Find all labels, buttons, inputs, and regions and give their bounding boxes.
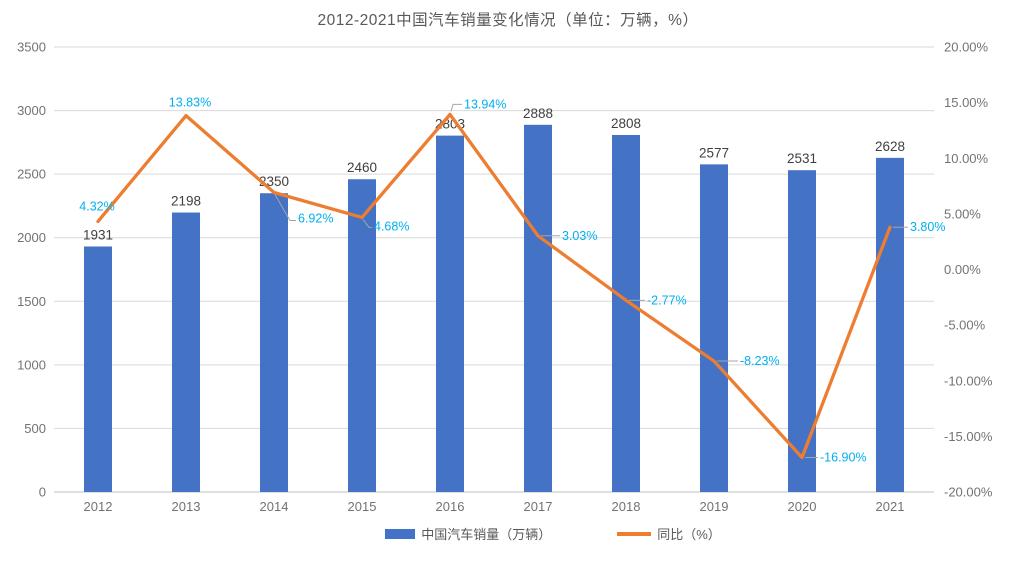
label-leader-line <box>450 103 462 112</box>
yoy-line <box>96 112 892 460</box>
legend-bar-swatch <box>385 528 416 539</box>
right-axis-tick: -10.00% <box>944 373 993 388</box>
bar-value-label: 1931 <box>83 227 113 242</box>
right-axis-tick: -20.00% <box>944 485 993 500</box>
chart-title: 2012-2021中国汽车销量变化情况（单位：万辆，%） <box>317 12 699 29</box>
x-axis-label: 2014 <box>260 499 289 514</box>
bar-value-label: 2577 <box>699 145 729 160</box>
bar-value-label: 2531 <box>787 151 817 166</box>
yoy-value-label: 4.68% <box>374 219 409 233</box>
legend-item-yoy: 同比（%） <box>617 524 721 543</box>
x-axis-label: 2021 <box>876 499 905 514</box>
bar-2020 <box>788 170 816 493</box>
label-leader-line <box>362 219 372 228</box>
yoy-value-label: 3.80% <box>910 220 945 234</box>
right-axis-tick: -5.00% <box>944 318 986 333</box>
x-axis-label: 2020 <box>788 499 817 514</box>
yoy-value-label: 13.94% <box>464 97 506 111</box>
right-axis-tick: 0.00% <box>944 262 981 277</box>
yoy-value-label: -8.23% <box>740 354 780 368</box>
x-axis-label: 2016 <box>436 499 465 514</box>
left-axis-tick: 3000 <box>17 103 46 118</box>
bar-2015 <box>348 179 376 492</box>
right-axis-tick: -15.00% <box>944 429 993 444</box>
x-axis-label: 2017 <box>524 499 553 514</box>
right-axis-tick: 20.00% <box>944 40 989 55</box>
bar-value-label: 2808 <box>611 116 641 131</box>
left-axis-tick: 1000 <box>17 357 46 372</box>
bar-2017 <box>524 124 552 492</box>
x-axis-label: 2012 <box>84 499 113 514</box>
legend-label-sales: 中国汽车销量（万辆） <box>421 527 552 542</box>
left-axis-tick: 3500 <box>17 40 46 55</box>
yoy-value-label: -16.90% <box>820 451 867 465</box>
label-leader-line <box>274 194 296 222</box>
yoy-value-label: 13.83% <box>169 96 211 110</box>
x-axis-label: 2018 <box>612 499 641 514</box>
bar-value-label: 2628 <box>875 139 905 154</box>
yoy-value-label: 3.03% <box>562 229 597 243</box>
yoy-value-label: 6.92% <box>298 212 333 226</box>
left-axis-tick: 2500 <box>17 167 46 182</box>
x-axis-label: 2015 <box>348 499 377 514</box>
bar-2021 <box>876 157 904 492</box>
bar-2018 <box>612 134 640 493</box>
legend-label-yoy: 同比（%） <box>657 527 721 542</box>
bar-2016 <box>436 135 464 492</box>
bar-value-label: 2460 <box>347 160 377 175</box>
bar-2019 <box>700 164 728 493</box>
right-axis-tick: 15.00% <box>944 95 989 110</box>
bar-2014 <box>260 193 288 492</box>
right-axis-tick: 10.00% <box>944 151 989 166</box>
left-axis-tick: 2000 <box>17 230 46 245</box>
bar-value-label: 2198 <box>171 194 201 209</box>
yoy-value-label: -2.77% <box>647 293 687 307</box>
legend: 中国汽车销量（万辆） 同比（%） <box>90 524 1016 543</box>
yoy-value-label: 4.32% <box>79 199 114 213</box>
x-axis-label: 2013 <box>172 499 201 514</box>
legend-line-swatch <box>617 531 652 536</box>
bar-value-label: 2803 <box>435 117 465 132</box>
right-axis-tick: 5.00% <box>944 206 981 221</box>
bar-value-label: 2888 <box>523 106 553 121</box>
bar-2012 <box>84 246 112 492</box>
left-axis-tick: 0 <box>39 485 46 500</box>
legend-item-sales: 中国汽车销量（万辆） <box>385 524 551 543</box>
left-axis-tick: 1500 <box>17 294 46 309</box>
bar-2013 <box>172 212 200 493</box>
left-axis-tick: 500 <box>24 421 46 436</box>
x-axis-label: 2019 <box>700 499 729 514</box>
